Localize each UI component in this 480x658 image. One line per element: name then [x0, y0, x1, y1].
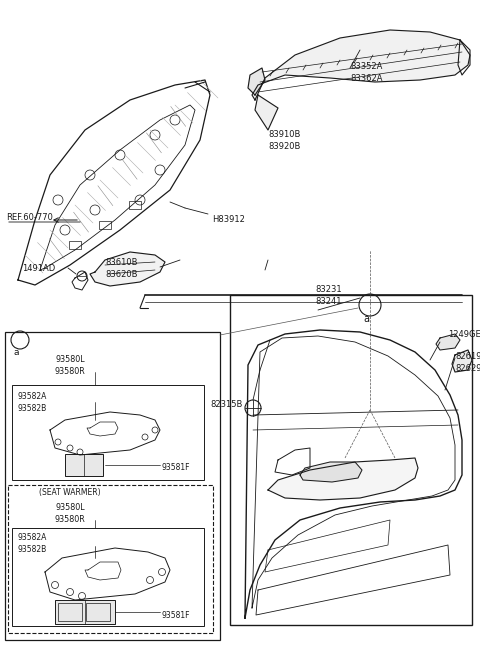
- Text: 93582A
93582B: 93582A 93582B: [18, 392, 48, 413]
- Text: 83910B
83920B: 83910B 83920B: [268, 130, 300, 151]
- Text: 93580L
93580R: 93580L 93580R: [55, 355, 85, 376]
- Polygon shape: [90, 252, 165, 286]
- Text: a: a: [363, 314, 369, 324]
- Bar: [5, 332, 220, 640]
- Text: REF.60-770: REF.60-770: [6, 213, 53, 222]
- Text: a: a: [13, 348, 19, 357]
- Bar: [55, 600, 115, 624]
- Polygon shape: [268, 458, 418, 500]
- Text: H83912: H83912: [212, 215, 245, 224]
- Text: 82315B: 82315B: [210, 400, 242, 409]
- Text: 93581F: 93581F: [162, 463, 191, 472]
- Bar: [12, 528, 204, 626]
- Text: 1491AD: 1491AD: [22, 264, 55, 273]
- Text: 83352A
83362A: 83352A 83362A: [350, 62, 383, 83]
- Polygon shape: [252, 30, 470, 100]
- Text: 93582A
93582B: 93582A 93582B: [18, 533, 48, 554]
- Bar: [58, 603, 82, 621]
- Text: 1249GE: 1249GE: [448, 330, 480, 339]
- Text: 93581F: 93581F: [162, 611, 191, 619]
- Polygon shape: [300, 462, 362, 482]
- Text: (SEAT WARMER): (SEAT WARMER): [39, 488, 101, 497]
- Bar: [99, 221, 111, 229]
- Text: 82619
82629: 82619 82629: [455, 352, 480, 373]
- Text: 83231
83241: 83231 83241: [315, 285, 342, 306]
- Bar: [86, 603, 110, 621]
- Bar: [129, 201, 141, 209]
- Text: 93580L
93580R: 93580L 93580R: [55, 503, 85, 524]
- Bar: [230, 295, 472, 625]
- Polygon shape: [248, 68, 265, 95]
- Polygon shape: [452, 350, 472, 372]
- Bar: [69, 241, 81, 249]
- Polygon shape: [436, 334, 460, 350]
- Bar: [8, 485, 213, 633]
- Bar: [12, 385, 204, 480]
- Polygon shape: [255, 95, 278, 130]
- Text: 83610B
83620B: 83610B 83620B: [105, 258, 137, 279]
- Bar: [65, 454, 103, 476]
